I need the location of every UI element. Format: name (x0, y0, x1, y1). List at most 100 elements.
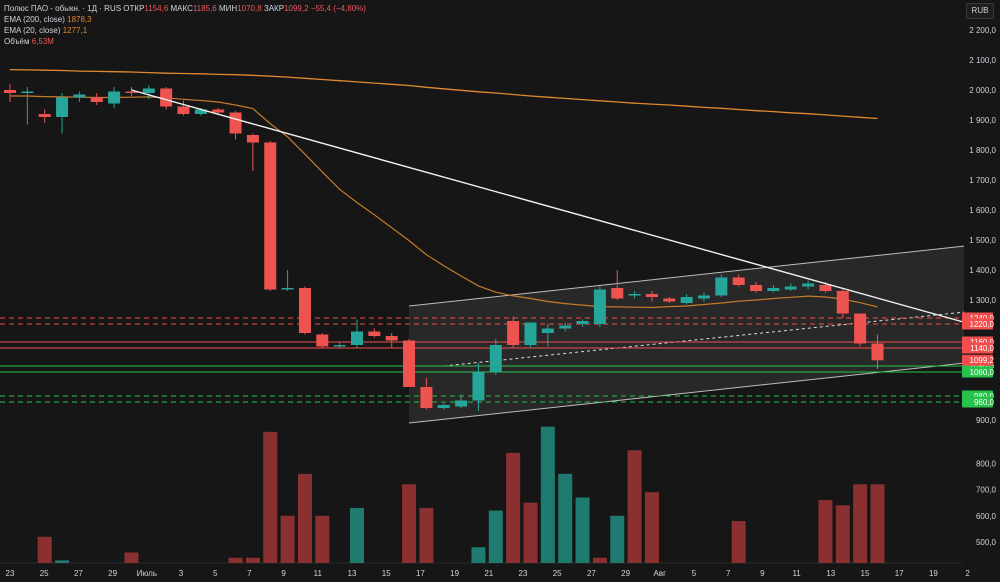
candle-body (125, 91, 138, 93)
candle-body (298, 288, 311, 333)
time-tick-label: 25 (553, 569, 562, 578)
time-tick-label: 17 (895, 569, 904, 578)
price-tick-label: 1 800,0 (969, 146, 996, 155)
candle-body (21, 91, 34, 93)
close-value: 1099,2 (284, 4, 309, 13)
candle-body (4, 90, 16, 93)
candle-body (611, 288, 624, 299)
time-tick-label: 27 (74, 569, 83, 578)
candle-body (680, 297, 693, 303)
candle-body (281, 288, 294, 290)
volume-bar (853, 484, 868, 563)
last-price-badge (962, 354, 993, 366)
candle-body (732, 277, 745, 285)
candle-body (871, 343, 884, 361)
volume-bar (228, 557, 243, 563)
open-value: 1154,6 (144, 4, 169, 13)
volume-bar (315, 515, 330, 563)
candle-body (316, 334, 329, 347)
candle-body (333, 345, 346, 347)
candle-body (368, 331, 381, 336)
volume-row: Объём 6,53M (4, 36, 366, 47)
price-tick-label: 900,0 (976, 416, 997, 425)
time-tick-label: 11 (314, 569, 323, 578)
volume-label: Объём (4, 37, 30, 46)
volume-tick-label: 800,0 (976, 459, 997, 468)
candle-body (38, 114, 51, 117)
volume-bar (37, 536, 52, 563)
low-value: 1070,8 (237, 4, 262, 13)
ema20-line (10, 95, 878, 309)
volume-bar (419, 507, 434, 563)
time-tick-label: 15 (861, 569, 870, 578)
volume-tick-label: 700,0 (976, 486, 997, 495)
ema20-label: EMA (20, close) (4, 26, 61, 35)
time-tick-label: 29 (108, 569, 117, 578)
symbol-label: Полюс ПАО - обыкн. · 1Д · RUS (4, 4, 122, 13)
high-value: 1185,6 (192, 4, 217, 13)
price-tick-label: 1 900,0 (969, 116, 996, 125)
price-tick-label: 1 600,0 (969, 206, 996, 215)
time-tick-label: Авг (654, 569, 667, 578)
candle-body (264, 142, 277, 290)
level-badge (962, 342, 993, 354)
ema200-value: 1878,3 (67, 15, 92, 24)
last-price-label: 1099,2 (970, 356, 995, 365)
volume-bar (540, 426, 555, 563)
candle-body (802, 283, 815, 287)
open-label: ОТКР (123, 4, 145, 13)
candle-body (437, 405, 450, 408)
level-badge-label: 1060,0 (970, 368, 995, 377)
time-tick-label: 7 (247, 569, 252, 578)
time-tick-label: 27 (587, 569, 596, 578)
volume-bar (245, 557, 260, 563)
time-tick-label: 19 (929, 569, 938, 578)
candle-body (524, 322, 537, 345)
candle-body (177, 106, 190, 114)
candle-body (108, 91, 121, 104)
candle-body (90, 97, 103, 102)
price-tick-label: 1 400,0 (969, 266, 996, 275)
level-badge-label: 1140,0 (970, 344, 994, 353)
volume-bar (627, 450, 642, 563)
candle-body (246, 135, 259, 143)
candle-body (767, 288, 780, 291)
volume-bar (610, 515, 625, 563)
volume-bar (644, 492, 659, 563)
volume-bar (488, 510, 503, 563)
candle-body (645, 294, 658, 297)
candle-body (541, 328, 554, 333)
candle-body (715, 277, 728, 296)
ema200-row: EMA (200, close) 1878,3 (4, 14, 366, 25)
channel-upper-line (408, 245, 966, 307)
time-tick-label: 23 (519, 569, 528, 578)
price-tick-label: 1 700,0 (969, 176, 996, 185)
volume-bar (506, 452, 521, 563)
time-tick-label: 29 (621, 569, 630, 578)
time-tick-label: 23 (6, 569, 15, 578)
volume-bar (592, 557, 607, 563)
volume-bar (575, 497, 590, 563)
candle-body (420, 387, 433, 408)
time-tick-label: 25 (40, 569, 49, 578)
candle-body (784, 286, 797, 290)
candle-body (576, 321, 589, 324)
time-tick-label: 17 (416, 569, 425, 578)
symbol-row: Полюс ПАО - обыкн. · 1Д · RUS ОТКР1154,6… (4, 3, 366, 14)
volume-bar (402, 484, 417, 563)
ema20-value: 1277,1 (62, 26, 88, 35)
change-value: −55,4 (−4,80%) (310, 4, 366, 13)
time-tick-label: 15 (382, 569, 391, 578)
low-label: МИН (218, 4, 238, 13)
candle-body (73, 94, 86, 98)
time-tick-label: 7 (726, 569, 731, 578)
time-tick-label: 19 (450, 569, 459, 578)
candle-body (455, 400, 468, 407)
candle-body (472, 372, 485, 401)
currency-button[interactable]: RUB (966, 3, 994, 19)
candle-body (351, 331, 363, 345)
candle-body (56, 97, 69, 117)
ema200-label: EMA (200, close) (4, 15, 65, 24)
